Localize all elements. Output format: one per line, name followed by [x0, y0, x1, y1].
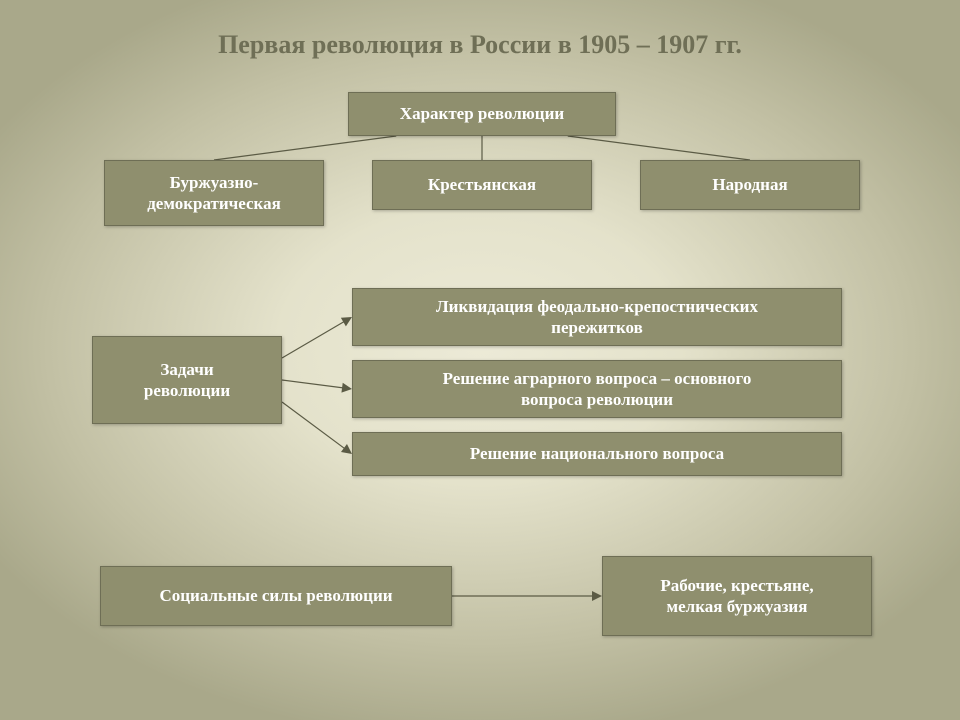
node-task-national: Решение национального вопроса [352, 432, 842, 476]
node-character-root: Характер революции [348, 92, 616, 136]
node-label: Крестьянская [428, 174, 536, 195]
node-label: Народная [712, 174, 787, 195]
node-character-popular: Народная [640, 160, 860, 210]
slide-canvas: Первая революция в России в 1905 – 1907 … [0, 0, 960, 720]
node-label: Решение национального вопроса [470, 443, 724, 464]
node-label: Ликвидация феодально-крепостническихпере… [436, 296, 758, 339]
slide-title: Первая революция в России в 1905 – 1907 … [0, 30, 960, 60]
node-label: Социальные силы революции [159, 585, 392, 606]
node-forces-list: Рабочие, крестьяне,мелкая буржуазия [602, 556, 872, 636]
node-task-feudal: Ликвидация феодально-крепостническихпере… [352, 288, 842, 346]
node-character-peasant: Крестьянская [372, 160, 592, 210]
node-task-agrarian: Решение аграрного вопроса – основноговоп… [352, 360, 842, 418]
node-character-bourgeois: Буржуазно-демократическая [104, 160, 324, 226]
node-label: Характер революции [400, 103, 564, 124]
node-label: Рабочие, крестьяне,мелкая буржуазия [660, 575, 813, 618]
node-tasks-root: Задачиреволюции [92, 336, 282, 424]
node-label: Решение аграрного вопроса – основноговоп… [443, 368, 752, 411]
node-forces-root: Социальные силы революции [100, 566, 452, 626]
node-label: Буржуазно-демократическая [147, 172, 281, 215]
node-label: Задачиреволюции [144, 359, 230, 402]
